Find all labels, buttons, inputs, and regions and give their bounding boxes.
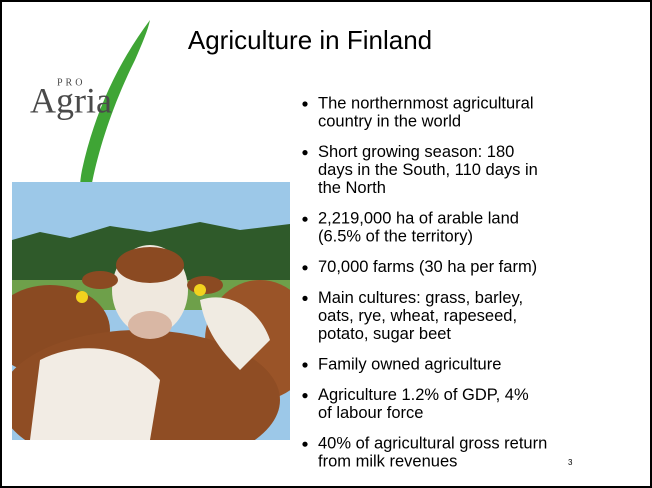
bullet-text: country in the world [318,112,461,130]
bullet-text: oats, rye, wheat, rapeseed, [318,307,517,325]
bullet-dot [302,150,308,156]
logo-name: Agria [30,80,112,120]
bullet-text: Family owned agriculture [318,355,501,373]
page-number: 3 [568,458,573,467]
bullet-text: 2,219,000 ha of arable land [318,210,519,228]
bullet-text: the North [318,179,386,197]
bullet-text: Main cultures: grass, barley, [318,289,523,307]
cow-photo [12,182,290,440]
bullet-text: of labour force [318,404,423,422]
bullet-text: days in the South, 110 days in [318,161,538,179]
logo-pro: PRO [57,77,85,88]
bullet-dot [302,216,308,222]
bullet-text: 40% of agricultural gross return [318,435,547,453]
bullet-text: from milk revenues [318,453,457,471]
bullet-text: 70,000 farms (30 ha per farm) [318,258,537,276]
bullet-dot [302,295,308,301]
bullet-text: potato, sugar beet [318,325,451,343]
bullet-text: Agriculture 1.2% of GDP, 4% [318,386,529,404]
bullet-dot [302,265,308,271]
bullet-dot [302,393,308,399]
bullet-dot [302,441,308,447]
bullet-text: Short growing season: 180 [318,143,514,161]
bullet-text: The northernmost agricultural [318,94,534,112]
bullet-dot [302,362,308,368]
bullet-text: (6.5% of the territory) [318,228,473,246]
bullet-dot [302,101,308,107]
slide-title: Agriculture in Finland [188,25,432,55]
